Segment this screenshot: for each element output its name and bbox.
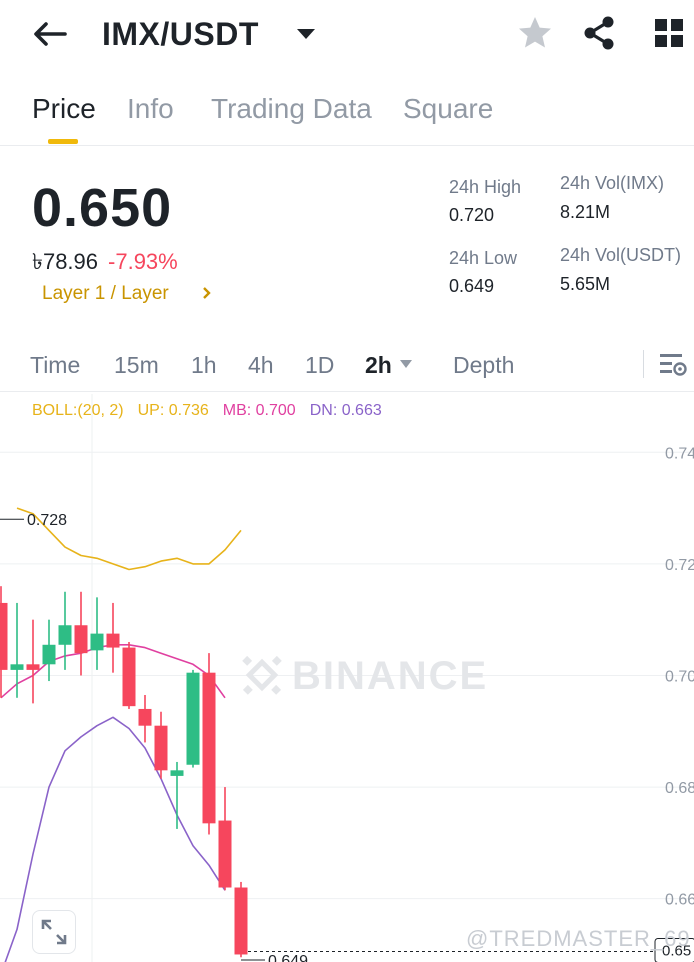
high-label: 24h High	[449, 177, 522, 197]
candle-body	[74, 625, 88, 654]
chevron-right-icon[interactable]	[200, 284, 214, 302]
candle-body	[0, 602, 8, 670]
candle-body	[170, 770, 184, 776]
candle	[202, 653, 216, 835]
candle	[234, 881, 248, 958]
back-arrow-icon	[34, 22, 67, 46]
candle-body	[42, 644, 56, 665]
grid-icon[interactable]	[650, 14, 688, 52]
candle	[154, 711, 168, 779]
watermark-text: BINANCE	[292, 654, 488, 698]
boll-up-value: UP: 0.736	[137, 402, 209, 419]
interval-depth[interactable]: Depth	[453, 352, 515, 378]
tab-price[interactable]: Price	[32, 93, 96, 124]
candle	[90, 597, 104, 670]
candle-body	[138, 708, 152, 726]
boll-name: BOLL:(20, 2)	[32, 402, 124, 419]
y-axis-tick-label: 0.72	[665, 557, 694, 574]
chart-settings-icon[interactable]	[658, 350, 688, 380]
y-axis-tick-label: 0.70	[665, 668, 694, 685]
candle-body	[122, 647, 136, 707]
credit-watermark: @TREDMASTER_69	[466, 926, 691, 951]
price-change: -7.93%	[108, 249, 178, 274]
interval-15m[interactable]: 15m	[114, 352, 159, 378]
candle	[170, 761, 184, 829]
tab-square[interactable]: Square	[403, 93, 494, 124]
interval-2h[interactable]: 2h	[365, 352, 392, 378]
y-axis-tick-label: 0.74	[665, 445, 694, 462]
y-axis-tick-label: 0.66	[665, 892, 694, 909]
interval-divider	[643, 350, 644, 378]
boll-mb-value: MB: 0.700	[222, 402, 296, 419]
min-price-marker: 0.649	[268, 953, 308, 962]
vol-quote-label: 24h Vol(USDT)	[560, 245, 682, 265]
interval-1d[interactable]: 1D	[305, 352, 335, 378]
candle-body	[218, 820, 232, 888]
candle-body	[10, 664, 24, 670]
candle	[26, 619, 40, 704]
star-icon[interactable]	[516, 14, 554, 52]
expand-icon	[41, 919, 67, 945]
boll-lower-line	[4, 716, 226, 962]
candle-body	[90, 633, 104, 651]
candle	[186, 669, 200, 768]
candle	[58, 591, 72, 670]
boll-dn-value: DN: 0.663	[309, 402, 382, 419]
pair-title[interactable]: IMX/USDT	[102, 16, 259, 52]
vol-quote-value: 5.65M	[560, 274, 611, 294]
vol-base-value: 8.21M	[560, 202, 611, 222]
candle	[74, 591, 88, 676]
interval-1h[interactable]: 1h	[191, 352, 217, 378]
y-axis-tick-label: 0.68	[665, 780, 694, 797]
fiat-price-line: ৳78.96 -7.93%	[32, 248, 178, 276]
interval-time[interactable]: Time	[30, 352, 81, 378]
last-price-tag	[654, 937, 694, 962]
vol-base-label: 24h Vol(IMX)	[560, 173, 665, 193]
max-price-marker: 0.728	[27, 512, 67, 529]
candle	[42, 619, 56, 682]
category-link[interactable]: Layer 1 / Layer	[42, 283, 169, 304]
interval-bar: Time 15m 1h 4h 1D 2h Depth	[0, 340, 694, 392]
boll-legend: BOLL:(20, 2) UP: 0.736 MB: 0.700 DN: 0.663	[32, 400, 396, 422]
candle-body	[106, 633, 120, 648]
high-value: 0.720	[449, 205, 495, 225]
low-label: 24h Low	[449, 248, 518, 268]
caret-down-icon[interactable]	[294, 22, 318, 46]
top-bar: IMX/USDT	[0, 0, 694, 70]
candle	[218, 787, 232, 891]
candle	[138, 695, 152, 743]
low-value: 0.649	[449, 276, 495, 296]
candle-body	[202, 672, 216, 824]
fiat-price: ৳78.96	[32, 249, 99, 274]
candle	[122, 641, 136, 709]
candle-body	[26, 664, 40, 670]
last-price-label: 0.65	[662, 942, 691, 959]
boll-upper-line	[16, 507, 242, 571]
caret-down-icon[interactable]	[398, 358, 414, 370]
candle-body	[234, 887, 248, 955]
last-price: 0.650	[32, 178, 173, 238]
candle	[106, 602, 120, 673]
binance-watermark: BINANCE	[242, 654, 488, 698]
candle-body	[186, 672, 200, 765]
page-tabs: Price Info Trading Data Square	[0, 86, 694, 146]
candle-body	[154, 725, 168, 771]
expand-chart-button[interactable]	[32, 910, 76, 954]
candle	[0, 586, 8, 698]
candle-body	[58, 625, 72, 645]
candle	[10, 602, 24, 698]
candlestick-chart[interactable]: 0.74 0.72 0.70 0.68 0.66 BINANCE 0.728 0.649 0…	[0, 394, 694, 962]
back-button[interactable]	[30, 14, 70, 54]
tab-trading-data[interactable]: Trading Data	[211, 93, 372, 124]
share-icon[interactable]	[580, 14, 618, 52]
interval-4h[interactable]: 4h	[248, 352, 274, 378]
tab-info[interactable]: Info	[127, 93, 174, 124]
active-tab-indicator	[48, 139, 78, 144]
